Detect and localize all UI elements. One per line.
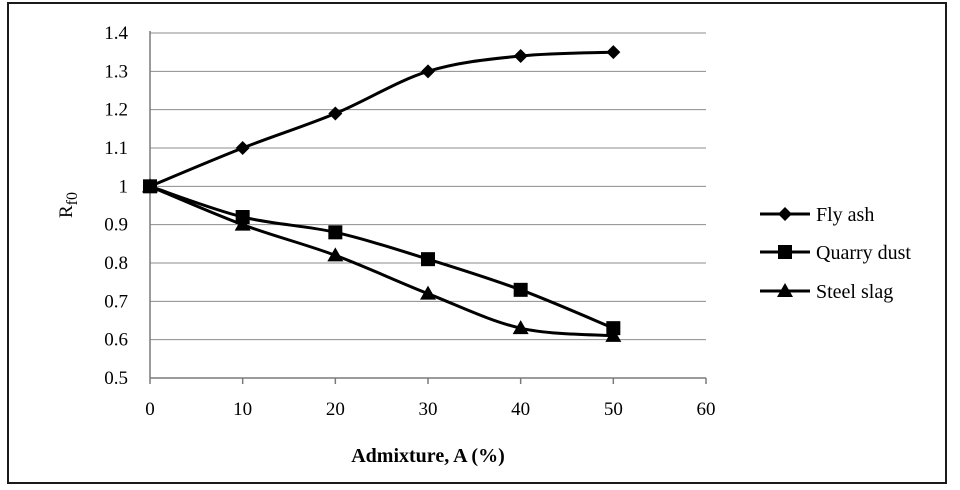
data-point-steel-slag [142, 178, 158, 193]
data-point-steel-slag [512, 320, 529, 335]
data-point-quarry-dust [328, 225, 343, 240]
y-axis-title-main: R [56, 205, 77, 218]
legend-item-quarry-dust: Quarry dust [760, 242, 911, 264]
legend: Fly ash Quarry dust Steel slag [760, 204, 911, 303]
y-tick-label: 0.5 [104, 368, 128, 389]
legend-marker [777, 283, 793, 297]
legend-item-fly-ash: Fly ash [760, 204, 874, 226]
y-tick-label: 1.2 [104, 100, 128, 121]
y-tick-label: 0.6 [104, 330, 128, 351]
data-point-steel-slag [605, 327, 622, 342]
x-tick-label: 40 [511, 399, 530, 420]
data-point-steel-slag [234, 216, 251, 231]
y-axis-title: Rf0 [56, 192, 81, 218]
axes [149, 31, 707, 384]
data-point-steel-slag [420, 285, 436, 300]
y-tick-label: 1.4 [104, 23, 128, 44]
x-tick-labels: 0 10 20 30 40 50 60 [145, 399, 715, 420]
data-point-steel-slag [327, 247, 344, 262]
legend-item-steel-slag: Steel slag [760, 281, 893, 303]
data-point-fly-ash [328, 106, 343, 121]
data-point-fly-ash [235, 141, 250, 155]
legend-label: Fly ash [816, 204, 874, 226]
legend-marker [778, 207, 792, 221]
data-point-fly-ash [513, 49, 528, 63]
y-tick-label: 0.9 [104, 215, 128, 236]
y-axis-title-subscript: f0 [64, 192, 81, 205]
x-tick-label: 60 [697, 399, 716, 420]
x-tick-label: 10 [233, 399, 252, 420]
y-tick-labels: 0.5 0.6 0.7 0.8 0.9 1 1.1 1.2 1.3 1.4 [104, 23, 128, 389]
y-tick-label: 1.1 [104, 138, 128, 159]
x-tick-label: 30 [419, 399, 438, 420]
y-tick-label: 1 [119, 176, 129, 197]
y-tick-label: 0.7 [104, 291, 128, 312]
data-point-fly-ash [421, 64, 435, 79]
x-tick-label: 0 [145, 399, 155, 420]
data-point-quarry-dust [513, 282, 528, 297]
legend-marker [778, 245, 792, 259]
x-tick-label: 50 [604, 399, 623, 420]
series-fly-ash [143, 45, 621, 194]
x-axis-title: Admixture, A (%) [351, 445, 505, 467]
series-steel-slag [142, 178, 622, 342]
series-group [142, 45, 622, 342]
series-line-quarry-dust [149, 184, 614, 330]
legend-label: Quarry dust [816, 242, 911, 264]
series-line-fly-ash [149, 50, 614, 188]
series-quarry-dust [143, 179, 621, 336]
data-point-quarry-dust [421, 252, 435, 267]
y-tick-label: 0.8 [104, 253, 128, 274]
data-point-fly-ash [606, 45, 621, 60]
legend-label: Steel slag [816, 281, 893, 303]
chart-frame [7, 2, 947, 484]
x-tick-label: 20 [326, 399, 345, 420]
y-tick-label: 1.3 [104, 61, 128, 82]
series-line-steel-slag [149, 184, 614, 338]
